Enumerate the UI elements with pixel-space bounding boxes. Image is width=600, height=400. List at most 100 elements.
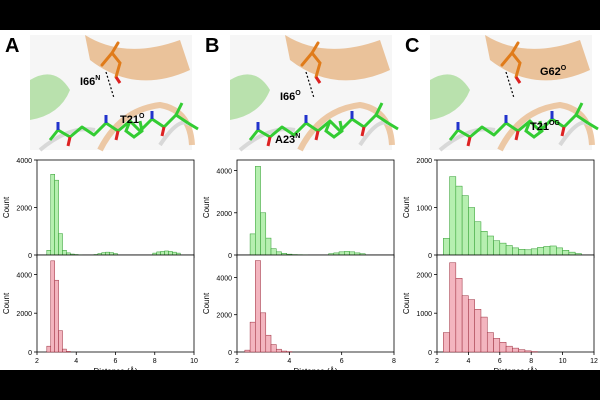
y-axis-label: Count xyxy=(2,292,11,314)
structure-label-base: I66 xyxy=(280,91,295,103)
panel-c: C G62O T21OG xyxy=(405,35,599,152)
histogram-bar xyxy=(512,247,519,256)
green-helix-ribbon xyxy=(30,74,70,120)
x-tick-label: 8 xyxy=(153,358,157,365)
ligand-oxygen xyxy=(560,126,566,137)
histogram-bar xyxy=(46,250,51,256)
structure-label: I66N xyxy=(80,75,100,88)
histogram-bar xyxy=(58,233,63,256)
residue-sticks xyxy=(500,41,522,79)
histogram-b-top: 0 2000 4000 Count xyxy=(202,159,395,260)
structure-render: G62O T21OG xyxy=(430,35,599,152)
structure-label-superscript: O xyxy=(561,65,567,72)
histogram-bar xyxy=(530,248,538,256)
protein-ribbon xyxy=(285,35,390,81)
histogram-bar xyxy=(499,242,507,256)
y-axis-label: Count xyxy=(202,292,211,314)
y-axis-label: Count xyxy=(202,196,211,218)
histogram-bar xyxy=(46,345,51,353)
structure-label: A23N xyxy=(275,133,300,146)
y-tick-label: 0 xyxy=(428,253,432,260)
green-helix-ribbon xyxy=(430,74,470,120)
histogram-bar xyxy=(50,174,55,256)
histogram-bar xyxy=(443,332,450,353)
histogram-bar xyxy=(62,250,67,256)
histogram-bar xyxy=(276,348,282,353)
histogram-bar xyxy=(474,309,482,353)
ligand-ring xyxy=(324,120,344,139)
background-loop xyxy=(38,127,96,152)
structure-label: G62O xyxy=(540,65,567,78)
histogram-bar xyxy=(164,250,169,256)
histogram-bar xyxy=(505,345,513,353)
y-tick-label: 0 xyxy=(228,350,232,357)
x-tick-label: 10 xyxy=(190,358,198,365)
y-tick-label: 4000 xyxy=(16,158,32,165)
histogram-bar xyxy=(270,248,277,256)
histogram-bar xyxy=(344,251,350,256)
histogram-bar xyxy=(62,348,67,353)
hbond-dashed-line xyxy=(105,71,115,99)
background-loop xyxy=(438,127,496,152)
histogram-bar xyxy=(461,195,469,256)
y-tick-label: 4000 xyxy=(216,169,232,176)
structure-label-superscript: N xyxy=(95,75,100,82)
histogram-bar xyxy=(480,316,488,353)
structure-label-base: A23 xyxy=(275,134,295,146)
structure-label-superscript: O xyxy=(295,90,301,97)
x-tick-label: 4 xyxy=(287,358,291,365)
x-tick-label: 4 xyxy=(74,358,78,365)
protein-ribbon xyxy=(485,35,590,81)
histogram-bar xyxy=(562,250,570,256)
histogram-bar xyxy=(66,351,71,353)
panels-layer: AI66NT21OBI66OA23NCG62OT21OG020004000Cou… xyxy=(2,35,599,376)
histogram-bar xyxy=(461,295,469,353)
x-tick-label: 6 xyxy=(114,358,118,365)
residue-oxygen xyxy=(514,76,522,84)
hbond-dashed-line xyxy=(305,71,315,99)
y-tick-label: 2000 xyxy=(16,206,32,213)
y-axis-label: Count xyxy=(2,196,11,218)
histogram-a-bottom: 0 2000 4000 2 4 6 8 10 Count Distance (Å) xyxy=(2,254,198,376)
structure-label: T21O xyxy=(120,113,145,126)
histogram-bar xyxy=(255,260,261,353)
structure-label-base: T21 xyxy=(120,114,139,126)
panel-a: A I66N T21O xyxy=(5,35,199,152)
histogram-bar xyxy=(518,349,526,353)
ligand-ring xyxy=(124,120,144,139)
structure-label-base: G62 xyxy=(540,66,561,78)
x-tick-label: 10 xyxy=(559,358,567,365)
y-tick-label: 2000 xyxy=(216,211,232,218)
structure-label-base: I66 xyxy=(80,76,95,88)
ligand-sidechain xyxy=(174,102,199,131)
histogram-bar xyxy=(524,350,532,353)
histogram-bar xyxy=(480,231,488,256)
y-tick-label: 4000 xyxy=(216,275,232,282)
histogram-bar xyxy=(455,278,463,353)
histogram-bar xyxy=(338,251,345,256)
x-tick-label: 8 xyxy=(529,358,533,365)
histogram-bar xyxy=(50,260,55,353)
ligand-oxygen xyxy=(314,130,320,141)
ligand-oxygen xyxy=(160,126,166,137)
residue-oxygen xyxy=(314,76,322,84)
histogram-bar xyxy=(54,279,59,353)
histogram-bar xyxy=(449,176,457,256)
histogram-bar xyxy=(249,233,256,256)
histogram-bar xyxy=(276,251,282,256)
panel-b: B I66O A23N xyxy=(205,35,399,152)
histogram-bar xyxy=(543,246,551,256)
ligand-oxygen xyxy=(514,130,520,141)
histogram-bar xyxy=(265,237,272,256)
histogram-bar xyxy=(54,179,59,256)
ligand-sidechain xyxy=(574,102,599,131)
histogram-c-top: 0 1000 2000 Count xyxy=(402,158,595,260)
ligand-oxygen xyxy=(66,136,72,147)
histogram-bar xyxy=(505,245,513,256)
histogram-bar xyxy=(468,299,475,353)
histogram-bar xyxy=(468,207,475,256)
y-tick-label: 1000 xyxy=(416,311,432,318)
histogram-bar xyxy=(156,251,161,256)
histogram-bar xyxy=(449,262,457,353)
